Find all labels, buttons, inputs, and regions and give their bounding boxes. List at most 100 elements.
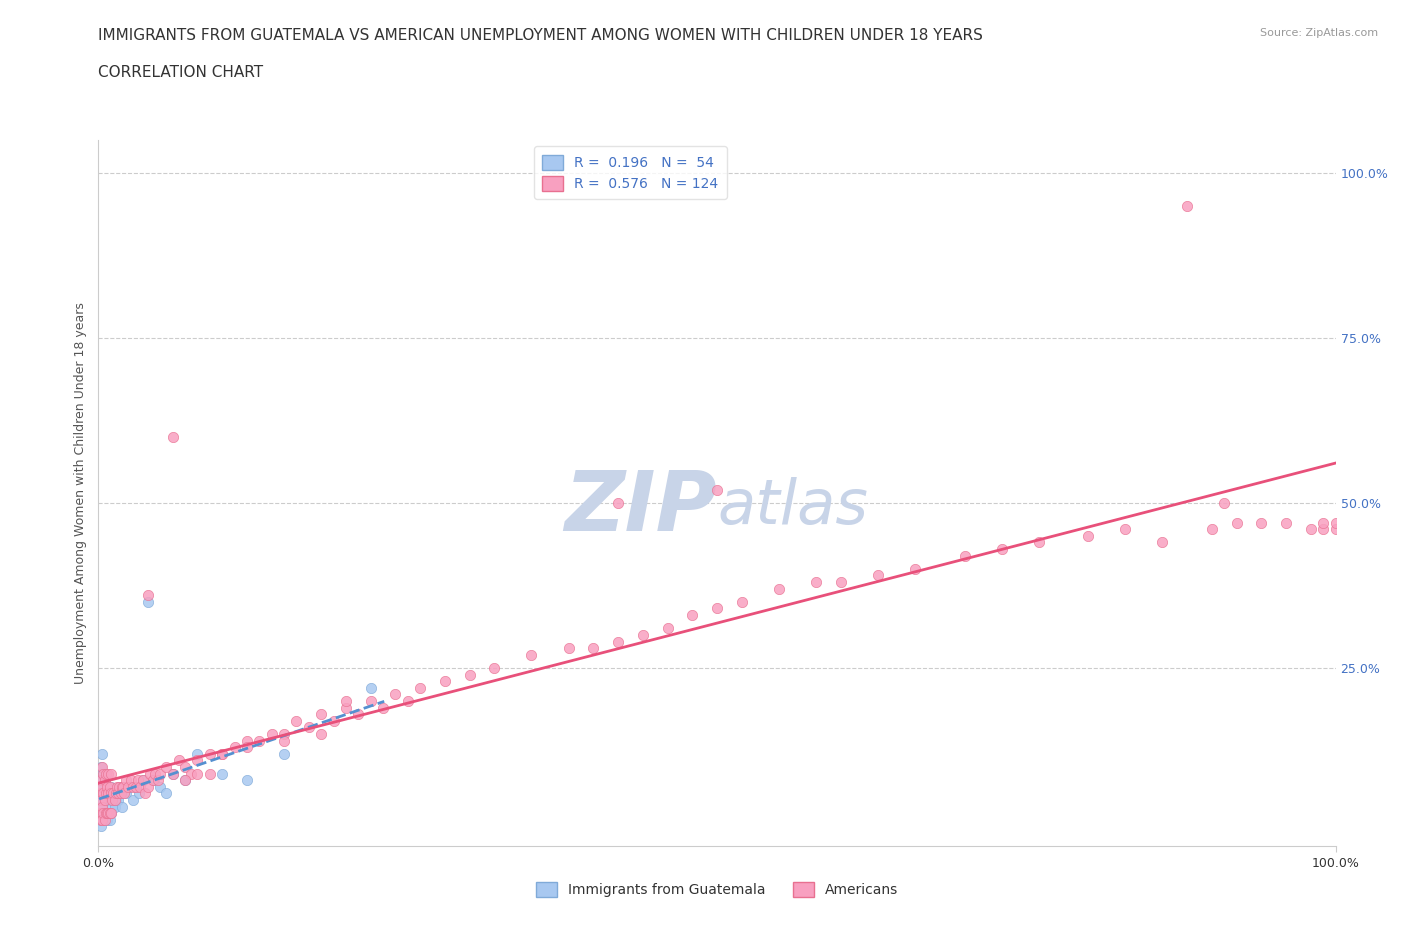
Point [1299, 522, 1322, 537]
Point [681, 607, 703, 622]
Point [174, 760, 197, 775]
Point [211, 747, 233, 762]
Point [93, 813, 115, 828]
Point [347, 707, 370, 722]
Point [804, 575, 827, 590]
Point [91, 779, 114, 794]
Point [433, 673, 456, 688]
Point [97, 766, 120, 781]
Point [582, 641, 605, 656]
Point [273, 726, 295, 741]
Point [396, 694, 419, 709]
Point [100, 786, 122, 801]
Point [174, 773, 197, 788]
Point [93, 786, 115, 801]
Point [1312, 522, 1334, 537]
Point [607, 634, 630, 649]
Point [1312, 515, 1334, 530]
Point [104, 792, 127, 807]
Point [180, 766, 202, 781]
Point [186, 766, 208, 781]
Point [132, 773, 155, 788]
Point [335, 700, 357, 715]
Point [149, 779, 172, 794]
Point [186, 753, 208, 768]
Point [1324, 515, 1347, 530]
Point [1152, 535, 1174, 550]
Point [128, 786, 150, 801]
Point [94, 805, 117, 820]
Point [198, 747, 221, 762]
Point [309, 726, 332, 741]
Point [91, 799, 114, 814]
Point [93, 813, 115, 828]
Point [100, 805, 122, 820]
Point [360, 681, 382, 696]
Point [322, 713, 344, 728]
Point [1175, 198, 1198, 213]
Point [186, 747, 208, 762]
Point [285, 713, 308, 728]
Point [117, 779, 139, 794]
Point [90, 760, 112, 775]
Point [90, 819, 112, 834]
Point [118, 779, 141, 794]
Point [1028, 535, 1050, 550]
Point [990, 541, 1012, 556]
Point [90, 773, 112, 788]
Text: Source: ZipAtlas.com: Source: ZipAtlas.com [1260, 28, 1378, 38]
Point [134, 786, 156, 801]
Point [211, 766, 233, 781]
Point [155, 786, 177, 801]
Point [136, 588, 159, 603]
Point [143, 773, 166, 788]
Point [384, 687, 406, 702]
Text: atlas: atlas [717, 477, 868, 537]
Point [127, 773, 149, 788]
Point [112, 779, 135, 794]
Point [167, 753, 190, 768]
Point [94, 786, 117, 801]
Point [90, 813, 112, 828]
Point [236, 733, 259, 748]
Point [136, 779, 159, 794]
Point [93, 792, 115, 807]
Point [103, 799, 125, 814]
Point [162, 766, 184, 781]
Point [146, 773, 169, 788]
Point [93, 766, 115, 781]
Point [97, 805, 120, 820]
Point [101, 792, 124, 807]
Point [90, 799, 112, 814]
Point [91, 813, 114, 828]
Point [657, 621, 679, 636]
Point [631, 628, 654, 643]
Point [309, 707, 332, 722]
Point [97, 786, 120, 801]
Point [1077, 528, 1099, 543]
Point [103, 786, 125, 801]
Point [335, 694, 357, 709]
Text: CORRELATION CHART: CORRELATION CHART [98, 65, 263, 80]
Point [162, 430, 184, 445]
Point [142, 773, 165, 788]
Point [830, 575, 852, 590]
Point [1226, 515, 1249, 530]
Point [124, 779, 146, 794]
Point [104, 786, 127, 801]
Point [110, 786, 132, 801]
Point [112, 779, 135, 794]
Point [103, 792, 125, 807]
Point [96, 779, 118, 794]
Point [97, 805, 120, 820]
Point [706, 601, 728, 616]
Point [96, 805, 118, 820]
Point [91, 792, 114, 807]
Point [108, 779, 131, 794]
Point [298, 720, 321, 735]
Y-axis label: Unemployment Among Women with Children Under 18 years: Unemployment Among Women with Children U… [75, 302, 87, 684]
Point [360, 694, 382, 709]
Point [108, 779, 131, 794]
Point [94, 786, 117, 801]
Point [97, 786, 120, 801]
